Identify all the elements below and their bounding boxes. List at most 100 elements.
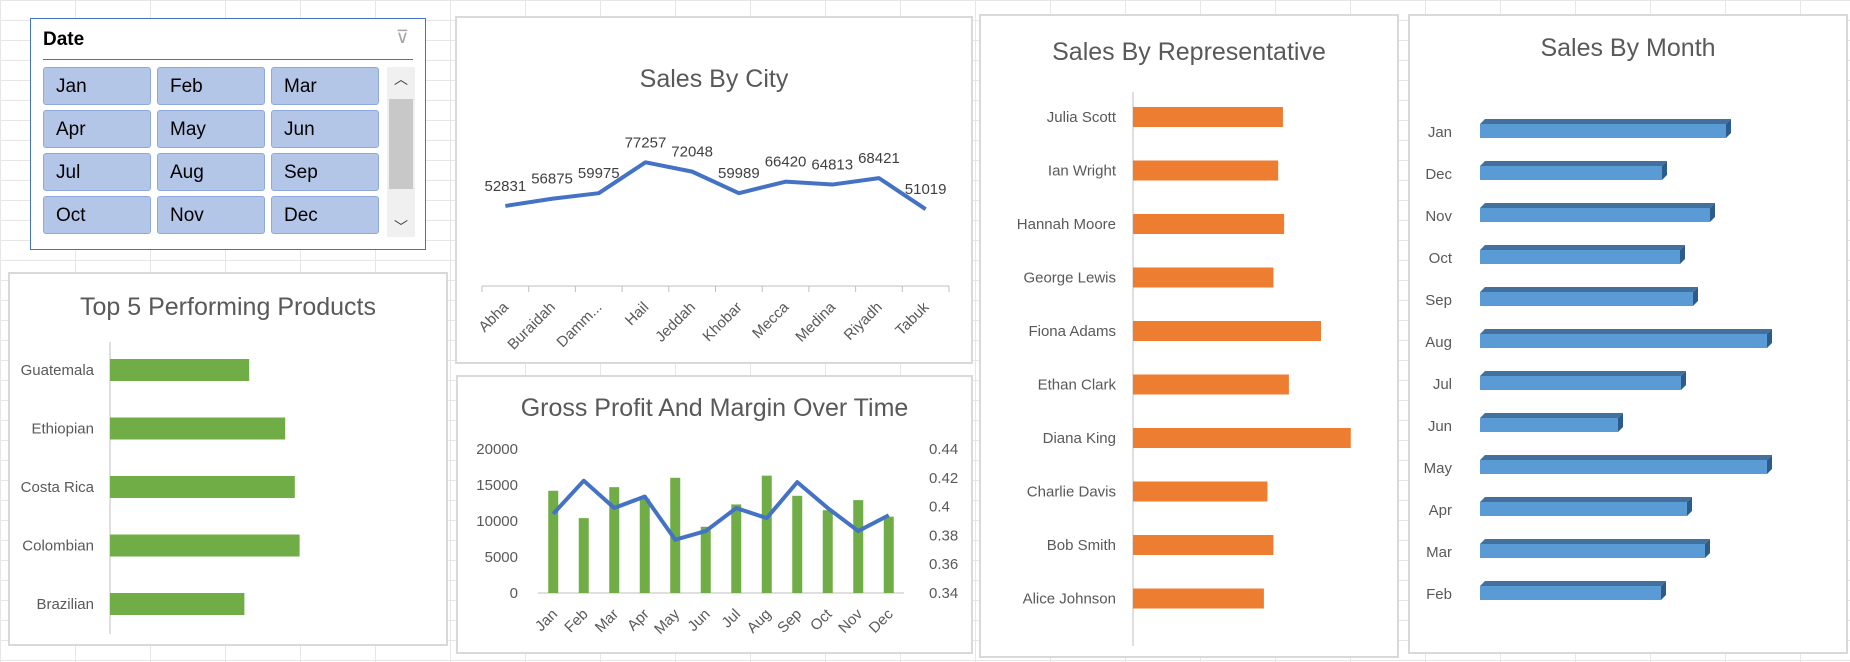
slicer-item[interactable]: May <box>157 110 265 148</box>
products-bar-plot: Guatemala Ethiopian Costa Rica Colombian Bra… <box>21 342 300 634</box>
data-label: 64813 <box>811 157 853 174</box>
slicer-item[interactable]: Jul <box>43 153 151 191</box>
y-tick-label: Feb <box>1426 586 1452 603</box>
bar <box>1133 267 1274 288</box>
x-tick-label: Buraidah <box>504 299 558 353</box>
bar-side-face <box>1662 161 1667 180</box>
slicer-title: Date <box>43 29 85 50</box>
bar-side-face <box>1693 287 1698 306</box>
x-tick-label: Abha <box>475 298 512 335</box>
scroll-thumb[interactable] <box>389 99 413 189</box>
x-tick-label: Khobar <box>699 299 745 345</box>
chevron-up-icon[interactable]: ︿ <box>394 71 408 87</box>
chart-title: Gross Profit And Margin Over Time <box>520 394 909 422</box>
chart-sales-by-city[interactable]: Sales By City 52831 Abha 56875 Buraidah 5997… <box>455 16 973 364</box>
bar-side-face <box>1687 497 1692 516</box>
slicer-item[interactable]: Dec <box>271 196 379 234</box>
chart-gross-profit-margin[interactable]: Gross Profit And Margin Over Time 20000 1… <box>456 375 973 654</box>
slicer-item[interactable]: Oct <box>43 196 151 234</box>
bar-top-face <box>1480 497 1692 502</box>
bar-side-face <box>1767 329 1772 348</box>
bar-top-face <box>1480 455 1772 460</box>
bar <box>1133 535 1274 555</box>
y-tick-label: Sep <box>1425 292 1452 309</box>
slicer-item[interactable]: Feb <box>157 67 265 105</box>
y-left-tick-label: 10000 <box>476 513 518 530</box>
y-tick-label: Ethiopian <box>31 421 94 438</box>
bar <box>609 487 620 593</box>
bar <box>822 510 833 593</box>
bar <box>1480 544 1705 558</box>
x-tick-label: Aug <box>744 606 775 637</box>
y-tick-label: Hannah Moore <box>1017 216 1116 233</box>
x-tick-label: Mecca <box>749 298 793 342</box>
date-slicer[interactable]: Date ⊽ Jan Feb Mar Apr May Jun Jul Aug Sep Oct Nov… <box>30 18 426 250</box>
x-tick-label: Jan <box>532 606 561 635</box>
bar-top-face <box>1480 245 1685 250</box>
chart-title: Sales By Representative <box>1052 38 1326 66</box>
data-label: 52831 <box>484 178 526 195</box>
slicer-item[interactable]: Sep <box>271 153 379 191</box>
y-tick-label: Charlie Davis <box>1027 484 1116 501</box>
x-tick-label: Jul <box>718 606 744 632</box>
y-tick-label: Mar <box>1426 544 1452 561</box>
representative-bar-plot: Julia Scott Ian Wright Hannah Moore George … <box>1017 92 1351 646</box>
slicer-item[interactable]: Mar <box>271 67 379 105</box>
y-tick-label: May <box>1424 460 1453 477</box>
bar <box>578 518 589 593</box>
chart-sales-by-representative[interactable]: Sales By Representative Julia Scott Ian W… <box>979 14 1399 658</box>
slicer-item[interactable]: Apr <box>43 110 151 148</box>
bar <box>670 477 681 593</box>
slicer-scrollbar[interactable]: ︿ ﹀ <box>387 67 415 237</box>
x-tick-label: Nov <box>835 605 866 636</box>
slicer-item[interactable]: Aug <box>157 153 265 191</box>
y-tick-label: Ian Wright <box>1048 163 1117 180</box>
data-label: 77257 <box>625 134 667 151</box>
y-right-tick-label: 0.4 <box>929 499 950 516</box>
bar <box>110 593 245 615</box>
bar <box>1133 107 1283 127</box>
bar-top-face <box>1480 161 1667 166</box>
x-tick-label: Jeddah <box>652 299 699 346</box>
slicer-item[interactable]: Nov <box>157 196 265 234</box>
clear-filter-icon[interactable]: ⊽ <box>395 27 409 47</box>
slicer-item[interactable]: Jan <box>43 67 151 105</box>
bar-top-face <box>1480 539 1710 544</box>
profit-combo-plot: 20000 15000 10000 5000 0 0.44 0.42 0.4 0.38 0.36 0… <box>476 441 958 638</box>
bar <box>792 495 803 593</box>
bar-top-face <box>1480 371 1686 376</box>
y-tick-label: Diana King <box>1043 430 1116 447</box>
x-tick-label: Tabuk <box>892 298 933 339</box>
slicer-item[interactable]: Jun <box>271 110 379 148</box>
y-left-tick-label: 15000 <box>476 477 518 494</box>
bar-top-face <box>1480 329 1772 334</box>
data-label: 72048 <box>671 144 713 161</box>
y-tick-label: Jun <box>1428 418 1452 435</box>
bar <box>1480 586 1661 600</box>
x-tick-label: Oct <box>807 605 836 634</box>
y-right-tick-label: 0.44 <box>929 441 958 458</box>
y-left-tick-label: 0 <box>510 585 518 602</box>
chart-sales-by-month[interactable]: Sales By Month Jan Dec Nov Oct Sep Aug Jul Jun M… <box>1408 14 1848 654</box>
chevron-down-icon[interactable]: ﹀ <box>394 219 408 235</box>
bar <box>883 516 894 593</box>
bar <box>1480 376 1681 390</box>
bar <box>1480 250 1680 264</box>
bar <box>1133 160 1279 181</box>
bar <box>1480 418 1618 432</box>
bar-side-face <box>1767 455 1772 474</box>
bar-side-face <box>1661 581 1666 600</box>
bar <box>1480 208 1710 222</box>
month-bar-plot: Jan Dec Nov Oct Sep Aug Jul Jun May Apr Mar Feb <box>1424 119 1772 603</box>
bar <box>1480 124 1726 138</box>
bar-side-face <box>1726 119 1731 138</box>
chart-top-products[interactable]: Top 5 Performing Products Guatemala Ethio… <box>8 272 448 646</box>
y-tick-label: Fiona Adams <box>1028 323 1116 340</box>
bar <box>1480 502 1687 516</box>
bar <box>1133 428 1351 448</box>
y-tick-label: Julia Scott <box>1047 109 1117 126</box>
bar <box>761 475 772 593</box>
y-tick-label: George Lewis <box>1023 270 1116 287</box>
y-right-tick-label: 0.36 <box>929 556 958 573</box>
data-label: 51019 <box>905 181 947 198</box>
